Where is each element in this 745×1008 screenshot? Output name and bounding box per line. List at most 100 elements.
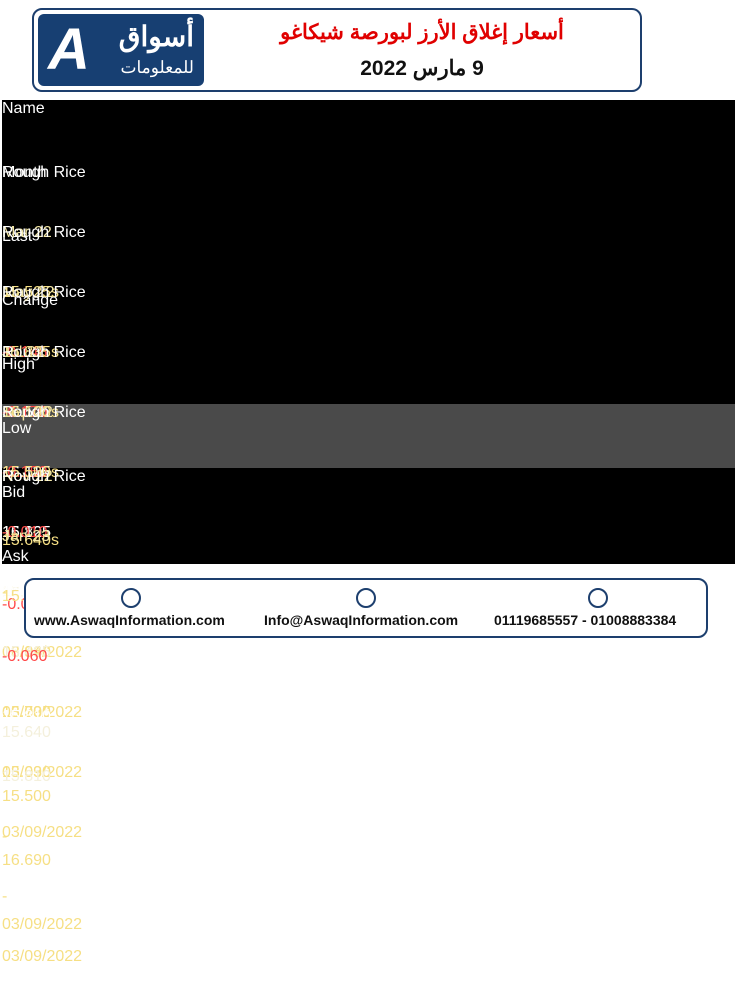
cell-text: 15.640 [2,724,51,741]
cell-text: -0.060 [2,648,48,665]
footer: www.AswaqInformation.com Info@AswaqInfor… [24,578,708,638]
cell: Bid [2,484,82,548]
cell: -0.170 [2,404,74,464]
cell-text: Sep 22 [2,404,53,421]
cell-text: Rough Rice [2,224,86,241]
logo-main: أسواق [118,21,194,52]
cell: Nov 22 [2,468,68,532]
cell: 15.525s [2,284,84,344]
cell-text: 16.115 [2,464,50,481]
cell-text: 15.525 [2,464,51,481]
website: www.AswaqInformation.com [34,612,225,628]
cell: 16.100s [2,404,84,464]
cell-text: May 22 [2,284,55,301]
header-row: Name Month Last Change High Low Bid Ask Time [2,100,735,629]
cell: Change [2,292,74,356]
cell: 15.525 [2,464,79,524]
cell-text: 16.100s [2,404,59,421]
cell-text: -0.145 [2,344,48,361]
title: أسعار إغلاق الأرز لبورصة شيكاغو [280,21,564,44]
cell: May 22 [2,284,68,344]
cell-text: - [2,524,8,541]
cell-text: 15.525 [2,404,51,421]
cell: Last [2,228,84,292]
cell-text: Rough Rice [2,284,86,301]
email: Info@AswaqInformation.com [264,612,459,628]
cell: -0.150 [2,464,74,524]
cell: 03/09/2022 [2,948,107,1008]
cell-text: Nov 22 [2,468,53,485]
web-icon [121,588,141,608]
cell-text: 15.810 [2,708,51,725]
cell: Rough Rice [2,344,99,404]
logo: A أسواق للمعلومات [38,14,204,86]
cell-text: -0.010 [2,524,48,541]
cell: 16.125 [2,524,78,584]
cell-text: 15.525s [2,284,59,301]
cell-text: 15.805 [2,524,51,541]
cell-text: Low [2,420,32,437]
cell-text: Rough Rice [2,344,86,361]
cell: -0.145 [2,344,74,404]
cell: Rough Rice [2,224,99,284]
cell: Name [2,100,99,164]
phone-icon [588,588,608,608]
phone: 01119685557 - 01008883384 [494,612,677,628]
cell-text: - [2,888,8,905]
cell-text: 15.835s [2,344,59,361]
cell-text: - [2,828,8,845]
cell: High [2,356,78,420]
cell-text: 15.810 [2,768,51,785]
cell-text: Jan 23 [2,528,51,545]
cell: Rough Rice [2,164,99,224]
cell: Ask [2,548,80,612]
cell: Jan 23 [2,528,68,588]
logo-icon: A [48,17,90,82]
cell: 16.115 [2,464,78,524]
cell-text: Ask [2,548,29,565]
cell: 15.640s [2,532,84,596]
cell-text: Last [2,228,33,245]
header: A أسواق للمعلومات أسعار إغلاق الأرز لبور… [32,8,642,92]
cell: Month [2,164,68,228]
cell-text: Bid [2,484,26,501]
cell-text: - [2,584,8,601]
cell: 15.835s [2,344,84,404]
data-row: Rough Rice May 22 15.835s -0.170 16.115 15.80… [2,224,735,721]
cell-text: 15.500s [2,464,59,481]
cell-text: Rough Rice [2,468,86,485]
logo-sub: للمعلومات [120,58,194,77]
cell: - [2,584,80,644]
cell: -0.010 [2,524,74,584]
mail-icon [356,588,376,608]
cell-text: Change [2,292,59,309]
cell: Jul 22 [2,344,68,404]
data-row: Rough Rice Mar 22 15.525s -0.145 15.525 15.52… [2,164,735,661]
cell-text: -0.150 [2,464,48,481]
cell: Rough Rice [2,284,99,344]
cell: Mar 22 [2,224,68,284]
cell-text: Name [2,100,45,117]
cell-text: Jul 22 [2,344,45,361]
cell-text: 15.500 [2,788,51,805]
cell: Low [2,420,79,484]
date: 9 مارس 2022 [360,57,484,80]
cell-text: Rough Rice [2,404,86,421]
cell: 15.525 [2,404,78,464]
cell-text: 15.640s [2,532,59,549]
price-table: Name Month Last Change High Low Bid Ask Time Roug… [2,100,735,965]
cell-text: 03/09/2022 [2,948,83,965]
page: A أسواق للمعلومات أسعار إغلاق الأرز لبور… [2,8,735,965]
cell-text: 16.690 [2,852,51,869]
cell: 15.500s [2,464,84,524]
cell: - [2,524,82,584]
cell: 15.805 [2,524,79,584]
cell-text: Rough Rice [2,164,86,181]
cell-text: -0.170 [2,404,48,421]
cell-text: High [2,356,35,373]
cell: Rough Rice [2,404,99,468]
